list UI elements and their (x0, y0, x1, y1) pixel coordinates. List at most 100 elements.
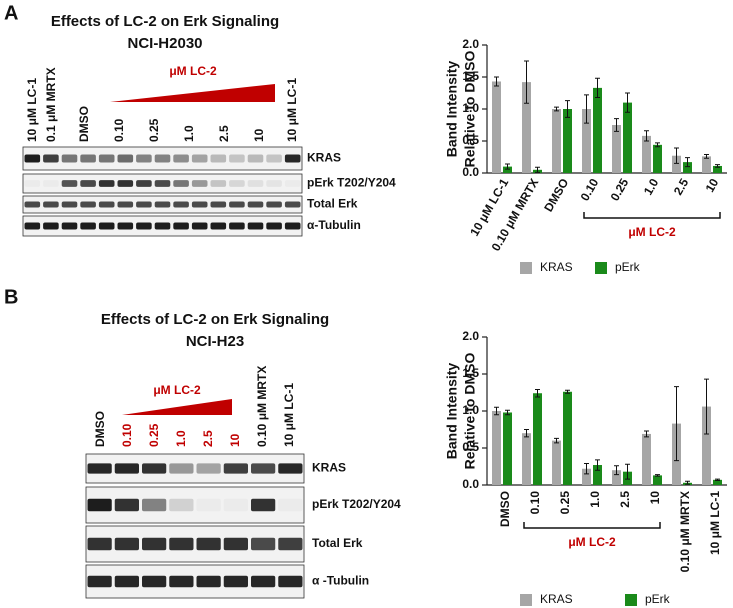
error-bar (674, 147, 679, 164)
blot-row-label: α-Tubulin (307, 218, 361, 232)
blot-band (278, 499, 302, 512)
blot-band (154, 180, 171, 187)
blot-title: Effects of LC-2 on Erk Signaling (51, 13, 279, 30)
error-bar (595, 459, 600, 471)
bar (612, 470, 621, 485)
y-tick-label: 0.0 (462, 165, 479, 179)
y-axis-label: Relative to DMSO (462, 51, 478, 168)
blot-band (173, 180, 189, 187)
y-axis-label: Band Intensity (444, 363, 460, 460)
blot-band (247, 180, 264, 187)
blot-band (169, 575, 194, 588)
blot-band (266, 154, 282, 163)
bracket-label: μM LC-2 (568, 535, 616, 549)
x-tick-label: 0.10 μM MRTX (678, 491, 692, 572)
dose-wedge (122, 399, 232, 415)
lane-label: 0.10 (112, 118, 126, 142)
lane-label: 1.0 (174, 430, 188, 447)
blot-band (117, 222, 134, 230)
error-bar (644, 130, 649, 142)
error-bar (535, 166, 540, 173)
blot-row-label: pErk T202/Y204 (307, 176, 396, 190)
blot-band (251, 463, 276, 474)
blot-band (173, 222, 189, 230)
blot-band (98, 154, 115, 163)
error-bar (614, 118, 619, 132)
group-label: μM LC-2 (153, 383, 201, 397)
x-tick-label: 2.5 (618, 491, 632, 508)
legend-label: pErk (615, 260, 641, 274)
blot-band (223, 537, 248, 551)
blot-band (98, 201, 115, 208)
error-bar (674, 386, 679, 462)
blot-band (247, 201, 264, 208)
y-tick-label: 2.0 (462, 37, 479, 51)
error-bar (715, 478, 720, 482)
blot-band (223, 463, 248, 474)
y-tick-label: 2.0 (462, 329, 479, 343)
x-tick-label: 2.5 (671, 176, 692, 198)
y-tick-label: 0.5 (462, 440, 479, 454)
blot-band (284, 222, 301, 230)
error-bar (584, 463, 589, 475)
blot-band (43, 201, 59, 208)
error-bar (524, 60, 529, 104)
blot-band (196, 575, 221, 588)
error-bar (494, 76, 499, 87)
blot-band (278, 575, 303, 588)
blot-band (173, 201, 189, 208)
bar (503, 412, 512, 485)
y-axis-label: Band Intensity (444, 61, 460, 158)
blot-band (61, 180, 78, 187)
blot-band (87, 463, 112, 474)
error-bar (655, 474, 660, 477)
error-bar (704, 378, 709, 435)
bar (503, 166, 512, 173)
blot-band (173, 154, 189, 163)
error-bar (505, 409, 510, 416)
x-tick-label: 0.25 (558, 491, 572, 515)
blot-band (196, 537, 221, 551)
error-bar (554, 437, 559, 444)
blot-band (191, 222, 208, 230)
lane-label: 10 μM LC-1 (25, 78, 39, 142)
error-bar (614, 465, 619, 476)
y-tick-label: 0.0 (462, 477, 479, 491)
legend-swatch (520, 262, 532, 274)
blot-band (117, 201, 134, 208)
panel-label: B (4, 286, 18, 308)
blot-band (24, 154, 41, 163)
bar (533, 393, 542, 485)
blot-band (278, 463, 303, 474)
blot-band (87, 575, 112, 588)
bar (563, 109, 572, 173)
blot-band (154, 201, 171, 208)
blot-band (80, 154, 96, 163)
blot-band (24, 222, 41, 230)
bracket (583, 212, 721, 219)
lane-label: 1.0 (182, 125, 196, 142)
blot-band (266, 222, 282, 230)
blot-band (224, 499, 248, 512)
blot-band (80, 222, 96, 230)
blot-band (117, 154, 134, 163)
blot-band (142, 463, 167, 474)
error-bar (715, 164, 720, 168)
blot-band (284, 201, 301, 208)
bar (492, 411, 501, 485)
blot-band (210, 201, 227, 208)
bracket-label: μM LC-2 (628, 225, 676, 239)
bar (683, 162, 692, 173)
bar (702, 406, 711, 485)
error-bar (704, 153, 709, 159)
blot-row-label: α -Tubulin (312, 574, 369, 588)
blot-band (247, 154, 264, 163)
blot-band (210, 180, 227, 187)
bar (522, 433, 531, 485)
blot-band (247, 222, 264, 230)
legend-label: KRAS (540, 592, 573, 606)
y-tick-label: 1.5 (462, 69, 479, 83)
blot-band (154, 222, 171, 230)
blot-band (98, 222, 115, 230)
blot-band (191, 201, 208, 208)
